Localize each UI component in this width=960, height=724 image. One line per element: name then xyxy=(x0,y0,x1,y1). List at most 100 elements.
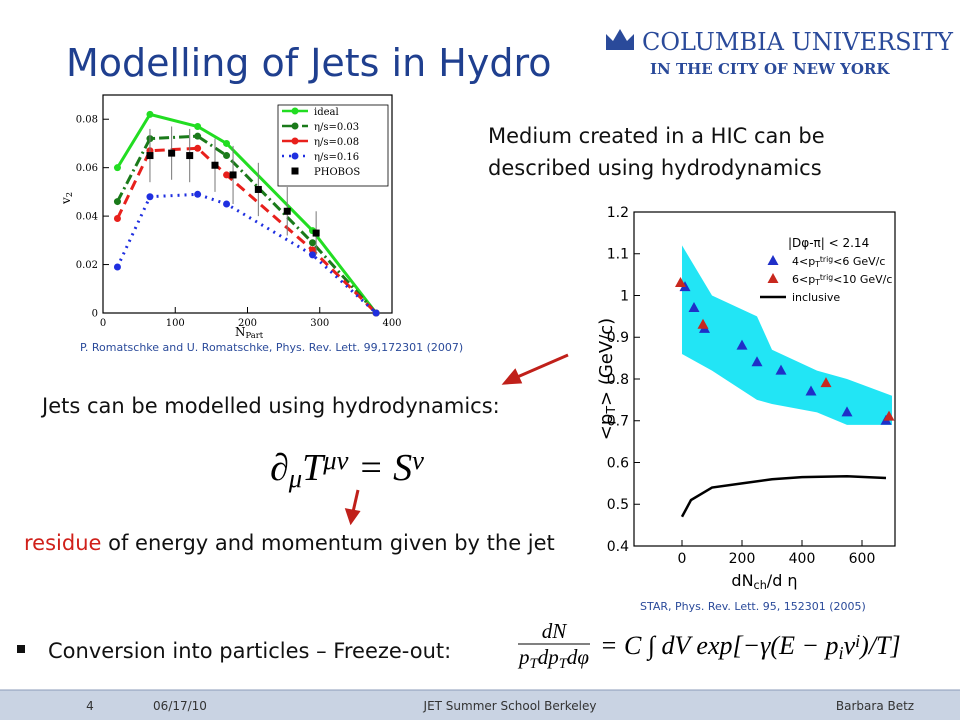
arrow xyxy=(514,353,569,380)
text-part: <10 GeV/c xyxy=(833,273,892,286)
y-tick-label: 0.06 xyxy=(76,163,98,174)
body-text-rest: of energy and momentum given by the jet xyxy=(101,531,554,555)
series-line xyxy=(116,112,378,314)
citation: STAR, Phys. Rev. Lett. 95, 152301 (2005) xyxy=(640,600,866,613)
text-part: T xyxy=(603,406,618,415)
text-part: p xyxy=(517,645,530,669)
arrow-head xyxy=(344,508,361,526)
marker xyxy=(146,193,154,201)
marker xyxy=(146,152,154,160)
citation: P. Romatschke and U. Romatschke, Phys. R… xyxy=(80,341,463,354)
marker xyxy=(113,198,121,206)
text-part: μ xyxy=(288,463,302,493)
marker xyxy=(254,185,262,193)
legend-label: η/s=0.08 xyxy=(314,137,359,148)
text-part: <6 GeV/c xyxy=(833,255,885,268)
marker xyxy=(223,200,231,208)
bullet xyxy=(17,645,25,653)
footer-author: Barbara Betz xyxy=(836,699,914,713)
text-part: = S xyxy=(348,447,412,489)
legend-marker xyxy=(291,167,299,175)
marker xyxy=(675,276,686,287)
marker xyxy=(805,385,817,396)
arrow-head xyxy=(501,368,523,385)
text-part: T xyxy=(814,260,820,269)
series-line xyxy=(116,146,378,315)
y-tick-label: 0.9 xyxy=(607,330,629,346)
text-part: dN xyxy=(542,619,568,643)
marker xyxy=(775,364,787,375)
text-part: v xyxy=(844,631,856,660)
marker xyxy=(309,246,317,254)
legend-marker xyxy=(767,273,779,283)
y-tick-label: 1.1 xyxy=(607,247,629,263)
x-tick-label: 400 xyxy=(789,551,816,567)
x-tick-label: 0 xyxy=(100,318,106,329)
highlight-word: residue xyxy=(24,531,101,555)
text-part: dφ xyxy=(567,645,590,669)
body-text: Medium created in a HIC can be xyxy=(488,124,825,148)
equation: ∂μTμν = Sν xyxy=(270,445,424,493)
text-part: 2 xyxy=(64,192,74,197)
text-part: 4<p xyxy=(792,255,815,268)
text-part: )/T] xyxy=(858,631,900,660)
text-part: T xyxy=(814,278,820,287)
series-line xyxy=(116,192,378,315)
marker xyxy=(688,302,700,313)
text-part: > (GeV/c) xyxy=(596,318,617,406)
y-axis-label: v2 xyxy=(59,192,74,205)
y-tick-label: 0.02 xyxy=(76,260,98,271)
text-part: T xyxy=(530,656,540,672)
marker xyxy=(309,239,317,247)
text-part: <p xyxy=(596,414,617,441)
marker xyxy=(223,139,231,147)
x-tick-label: 100 xyxy=(166,318,185,329)
y-tick-label: 0.4 xyxy=(607,539,629,555)
text-part: dN xyxy=(731,571,753,590)
text-part: ∂ xyxy=(270,447,289,489)
text-part: v xyxy=(59,197,73,205)
legend-label: ideal xyxy=(314,107,339,118)
marker xyxy=(186,152,194,160)
footer-bar xyxy=(0,690,960,720)
marker xyxy=(113,215,121,223)
logo-name: COLUMBIA UNIVERSITY xyxy=(642,28,954,56)
marker xyxy=(736,339,748,350)
y-tick-label: 0.8 xyxy=(607,372,629,388)
text-part: Part xyxy=(246,330,264,340)
text-part: ν xyxy=(412,445,424,475)
marker xyxy=(223,171,231,179)
arrows xyxy=(344,353,569,526)
text-part: dp xyxy=(538,645,559,669)
y-tick-label: 1.2 xyxy=(607,205,629,221)
logo-tagline: IN THE CITY OF NEW YORK xyxy=(650,60,890,78)
y-tick-label: 0.5 xyxy=(607,497,629,513)
marker xyxy=(211,161,219,169)
y-axis-label: <pT> (GeV/c) xyxy=(596,318,618,440)
body-text: Jets can be modelled using hydrodynamics… xyxy=(40,394,500,418)
text-part: i xyxy=(839,643,844,663)
x-tick-label: 300 xyxy=(310,318,329,329)
x-axis-label: dNch/d η xyxy=(731,571,797,592)
legend-label: inclusive xyxy=(792,291,840,304)
marker xyxy=(194,144,202,152)
text-part: T xyxy=(559,656,569,672)
footer-page: 4 xyxy=(86,699,94,713)
equation-numerator: dN xyxy=(542,619,568,643)
y-tick-label: 0.6 xyxy=(607,455,629,471)
marker xyxy=(820,377,832,388)
marker xyxy=(113,164,121,172)
y-tick-label: 0.08 xyxy=(76,115,98,126)
footer-event: JET Summer School Berkeley xyxy=(423,699,597,713)
body-text: residue of energy and momentum given by … xyxy=(24,531,555,555)
text-part: trig xyxy=(820,255,833,264)
legend-title: |Dφ-π| < 2.14 xyxy=(788,236,869,250)
text-part: ch xyxy=(754,579,767,592)
marker xyxy=(751,356,763,367)
y-tick-label: 0.04 xyxy=(76,212,98,223)
text-part: = C ∫ dV exp[−γ(E − p xyxy=(600,631,839,661)
x-tick-label: 600 xyxy=(849,551,876,567)
marker xyxy=(283,207,291,215)
